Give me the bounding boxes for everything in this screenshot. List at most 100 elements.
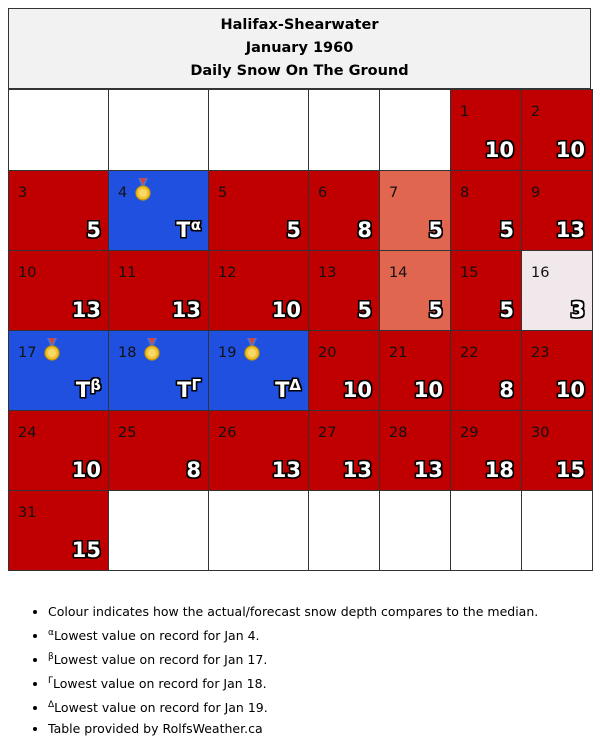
day-number: 20 (318, 345, 337, 361)
day-cell-26: 26 13 (208, 410, 309, 491)
day-cell-9: 9 13 (521, 170, 593, 251)
notes-list: Colour indicates how the actual/forecast… (8, 602, 600, 739)
note-text: Colour indicates how the actual/forecast… (48, 604, 539, 619)
snow-depth-value: 10 (271, 298, 301, 322)
snow-depth-value: 13 (271, 458, 301, 482)
snow-depth-value: 10 (555, 378, 585, 402)
day-cell-22: 22 8 (450, 330, 522, 411)
day-cell-28: 28 13 (379, 410, 451, 491)
snow-depth-value: 10 (484, 138, 514, 162)
snow-depth-value: TΔ (275, 376, 301, 402)
note-marker: Γ (48, 675, 54, 686)
snow-depth-value: 5 (86, 218, 101, 242)
medal-icon (135, 178, 151, 201)
empty-cell (379, 89, 451, 171)
empty-cell (208, 490, 309, 571)
period-title: January 1960 (245, 40, 354, 56)
day-cell-1: 1 10 (450, 89, 522, 171)
day-cell-24: 24 10 (8, 410, 109, 491)
day-cell-23: 23 10 (521, 330, 593, 411)
snow-depth-value: 13 (342, 458, 372, 482)
day-cell-16: 16 3 (521, 250, 593, 331)
snow-depth-value: 10 (71, 458, 101, 482)
empty-cell (450, 490, 522, 571)
medal-icon (44, 338, 60, 361)
snow-depth-value: 18 (484, 458, 514, 482)
day-number: 3 (18, 185, 28, 201)
snow-depth-value: 10 (342, 378, 372, 402)
day-number: 2 (531, 104, 541, 120)
medal-icon (144, 338, 160, 361)
day-cell-15: 15 5 (450, 250, 522, 331)
day-cell-30: 30 15 (521, 410, 593, 491)
day-number: 22 (460, 345, 479, 361)
day-number: 24 (18, 425, 37, 441)
day-number: 31 (18, 505, 37, 521)
empty-cell (208, 89, 309, 171)
day-cell-31: 31 15 (8, 490, 109, 571)
day-number: 16 (531, 265, 550, 281)
medal-icon (244, 338, 260, 361)
snow-depth-value: TΓ (177, 376, 201, 402)
snow-depth-value: 8 (499, 378, 514, 402)
snow-depth-value: 3 (570, 298, 585, 322)
day-number: 7 (389, 185, 399, 201)
snow-depth-value: 5 (357, 298, 372, 322)
day-number: 9 (531, 185, 541, 201)
day-number: 27 (318, 425, 337, 441)
note-item: Table provided by RolfsWeather.ca (48, 719, 600, 739)
note-item: ΔLowest value on record for Jan 19. (48, 695, 600, 719)
empty-cell (308, 89, 380, 171)
snow-depth-value: Tα (176, 216, 201, 242)
snow-depth-value: 5 (428, 218, 443, 242)
day-number: 5 (218, 185, 228, 201)
day-cell-21: 21 10 (379, 330, 451, 411)
snow-depth-value: 5 (499, 298, 514, 322)
snow-depth-value: 10 (555, 138, 585, 162)
day-number: 30 (531, 425, 550, 441)
snow-depth-value: 8 (357, 218, 372, 242)
day-number: 11 (118, 265, 137, 281)
snow-depth-value: 15 (71, 538, 101, 562)
empty-cell (8, 89, 109, 171)
day-number: 25 (118, 425, 137, 441)
snow-depth-value: Tβ (75, 376, 101, 402)
day-number: 8 (460, 185, 470, 201)
day-cell-29: 29 18 (450, 410, 522, 491)
subtitle: Daily Snow On The Ground (190, 63, 409, 79)
week-row: 10 13 11 13 12 10 13 5 14 5 15 5 16 3 (8, 250, 593, 331)
day-cell-14: 14 5 (379, 250, 451, 331)
day-number: 23 (531, 345, 550, 361)
day-cell-12: 12 10 (208, 250, 309, 331)
note-item: Colour indicates how the actual/forecast… (48, 602, 600, 623)
day-number: 12 (218, 265, 237, 281)
day-number: 10 (18, 265, 37, 281)
day-cell-19: 19 TΔ (208, 330, 309, 411)
station-title: Halifax-Shearwater (220, 17, 379, 33)
day-number: 28 (389, 425, 408, 441)
day-number: 17 (18, 345, 37, 361)
snow-depth-value: 15 (555, 458, 585, 482)
day-cell-2: 2 10 (521, 89, 593, 171)
week-row: 1 10 2 10 (8, 89, 593, 171)
week-row: 17 Tβ 18 TΓ 19 TΔ 20 10 21 10 22 8 23 10 (8, 330, 593, 411)
note-text: Lowest value on record for Jan 4. (53, 627, 260, 643)
day-cell-17: 17 Tβ (8, 330, 109, 411)
snow-depth-value: 13 (413, 458, 443, 482)
calendar-table: 1 10 2 10 3 5 4 Tα 5 5 6 8 7 5 8 5 9 13 10 13 11 13 12 10 13 5 14 5… (8, 89, 593, 571)
note-item: βLowest value on record for Jan 17. (48, 647, 600, 671)
day-number: 13 (318, 265, 337, 281)
snow-depth-value: 5 (286, 218, 301, 242)
day-cell-11: 11 13 (108, 250, 209, 331)
note-text: Lowest value on record for Jan 18. (53, 675, 267, 691)
snow-depth-value: 13 (71, 298, 101, 322)
day-number: 21 (389, 345, 408, 361)
record-footnote-marker: Γ (191, 376, 201, 394)
day-cell-13: 13 5 (308, 250, 380, 331)
empty-cell (108, 490, 209, 571)
